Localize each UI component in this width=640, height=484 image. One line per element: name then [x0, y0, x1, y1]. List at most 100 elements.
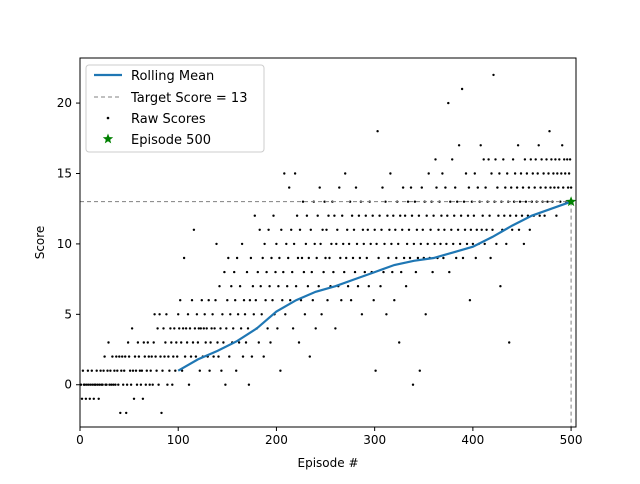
- raw-score-point: [350, 214, 354, 217]
- raw-score-point: [217, 355, 220, 358]
- raw-score-point: [556, 172, 559, 175]
- raw-score-point: [85, 383, 89, 386]
- raw-score-point: [401, 186, 405, 189]
- raw-score-point: [223, 270, 226, 274]
- raw-score-point: [215, 242, 218, 246]
- raw-score-point: [340, 299, 343, 302]
- raw-score-point: [416, 256, 420, 260]
- raw-score-point: [160, 411, 163, 415]
- raw-score-point: [457, 144, 461, 147]
- raw-score-point: [175, 341, 178, 344]
- x-tick-label: 500: [560, 433, 583, 447]
- raw-score-point: [170, 341, 173, 344]
- raw-score-point: [482, 158, 485, 161]
- raw-score-point: [129, 383, 133, 386]
- raw-score-point: [326, 299, 329, 302]
- raw-score-point: [519, 172, 523, 175]
- raw-score-point: [346, 285, 350, 288]
- raw-score-point: [397, 242, 400, 246]
- raw-score-point: [142, 341, 145, 344]
- raw-score-point: [144, 383, 147, 386]
- raw-score-point: [183, 355, 187, 358]
- raw-score-point: [275, 242, 278, 246]
- raw-score-point: [270, 256, 273, 260]
- raw-score-point: [327, 214, 330, 217]
- raw-score-point: [542, 172, 545, 175]
- raw-score-point: [499, 285, 502, 288]
- raw-score-point: [402, 256, 406, 260]
- raw-score-point: [315, 256, 318, 260]
- x-tick-label: 100: [167, 433, 190, 447]
- y-tick-label: 0: [64, 378, 72, 392]
- raw-score-point: [134, 369, 138, 372]
- raw-score-point: [317, 285, 320, 288]
- raw-score-point: [116, 369, 119, 372]
- raw-score-point: [360, 313, 364, 316]
- raw-score-point: [96, 383, 99, 386]
- raw-score-point: [95, 369, 98, 372]
- raw-score-point: [293, 172, 297, 175]
- raw-score-point: [229, 313, 232, 316]
- raw-score-point: [294, 285, 298, 288]
- raw-score-point: [177, 313, 180, 316]
- raw-score-point: [531, 172, 534, 175]
- raw-score-point: [265, 270, 268, 274]
- raw-score-point: [417, 214, 421, 217]
- rolling-mean-line: [177, 200, 572, 372]
- raw-score-point: [527, 186, 531, 189]
- raw-score-point: [103, 355, 106, 358]
- raw-score-point: [195, 313, 199, 316]
- raw-score-point: [406, 200, 410, 203]
- raw-score-point: [259, 285, 262, 288]
- raw-score-point: [220, 369, 223, 372]
- legend-raw-scores-label: Raw Scores: [131, 112, 206, 127]
- raw-score-point: [165, 313, 168, 316]
- legend-episode-500-swatch: [102, 133, 114, 144]
- raw-score-point: [313, 242, 316, 246]
- raw-score-point: [89, 383, 93, 386]
- raw-score-point: [455, 256, 458, 260]
- raw-score-point: [391, 270, 394, 274]
- raw-score-point: [101, 383, 104, 386]
- raw-score-point: [182, 256, 186, 260]
- raw-score-point: [429, 228, 432, 231]
- raw-score-point: [284, 313, 287, 316]
- raw-score-point: [109, 369, 112, 372]
- raw-score-point: [544, 186, 547, 189]
- raw-score-point: [191, 341, 195, 344]
- raw-score-point: [444, 186, 447, 189]
- raw-score-point: [453, 214, 456, 217]
- raw-score-point: [111, 355, 114, 358]
- raw-score-point: [473, 172, 476, 175]
- raw-score-point: [196, 341, 200, 344]
- raw-score-point: [200, 299, 203, 302]
- raw-score-point: [413, 200, 417, 203]
- legend-target-label: Target Score = 13: [130, 91, 247, 106]
- raw-score-point: [521, 186, 525, 189]
- raw-score-point: [235, 256, 239, 260]
- raw-score-point: [373, 228, 376, 231]
- raw-score-point: [440, 214, 443, 217]
- raw-score-point: [221, 313, 224, 316]
- y-tick-label: 5: [64, 307, 72, 321]
- raw-score-point: [155, 369, 158, 372]
- raw-score-point: [156, 327, 159, 330]
- raw-score-point: [456, 200, 459, 203]
- raw-score-point: [185, 341, 189, 344]
- raw-score-point: [390, 242, 393, 246]
- raw-score-point: [287, 256, 290, 260]
- raw-score-point: [557, 186, 560, 189]
- raw-score-point: [374, 369, 377, 372]
- raw-score-point: [115, 355, 118, 358]
- raw-score-point: [162, 327, 165, 330]
- raw-score-point: [508, 341, 511, 344]
- raw-score-point: [114, 383, 117, 386]
- raw-score-point: [260, 313, 263, 316]
- raw-score-point: [251, 285, 255, 288]
- raw-score-point: [105, 383, 108, 386]
- raw-score-point: [216, 341, 219, 344]
- raw-score-point: [523, 158, 527, 161]
- raw-score-point: [399, 214, 402, 217]
- raw-score-point: [171, 383, 174, 386]
- raw-score-point: [435, 186, 438, 189]
